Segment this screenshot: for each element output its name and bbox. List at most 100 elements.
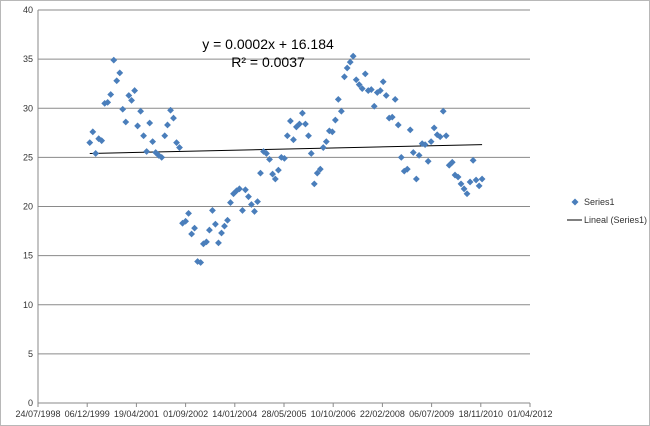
data-point (280, 154, 288, 162)
data-point (263, 150, 270, 157)
data-point (412, 175, 420, 183)
data-point (427, 138, 435, 146)
data-point (394, 121, 402, 129)
data-point (89, 128, 97, 136)
data-point (466, 178, 474, 186)
data-point (310, 180, 318, 188)
data-point (442, 132, 450, 140)
data-point (224, 216, 231, 224)
data-point (119, 105, 127, 113)
data-point (403, 165, 411, 173)
data-point (173, 139, 180, 147)
data-point (107, 91, 115, 98)
data-point (439, 107, 447, 115)
data-point (116, 69, 124, 77)
data-point (215, 239, 222, 247)
data-point (110, 56, 118, 64)
x-tick-label: 19/04/2001 (114, 409, 159, 419)
data-point (343, 64, 351, 72)
data-point (334, 96, 342, 103)
data-point (149, 138, 157, 146)
data-point (370, 102, 378, 110)
data-point (472, 176, 480, 184)
data-point (277, 153, 285, 161)
data-point (143, 148, 151, 155)
data-point (469, 156, 477, 164)
data-point (271, 175, 279, 183)
data-point (454, 173, 462, 181)
data-point (433, 131, 441, 139)
data-point (331, 116, 339, 124)
data-point (358, 85, 366, 92)
data-point (364, 87, 372, 94)
y-tick-label: 35 (23, 54, 33, 64)
legend-marker-series1 (571, 198, 579, 206)
data-point (176, 144, 183, 151)
data-point (361, 70, 369, 78)
data-point (352, 76, 360, 84)
data-point (266, 155, 273, 163)
data-point (415, 152, 423, 159)
data-point (206, 226, 213, 234)
data-point (478, 175, 486, 183)
data-point (322, 138, 330, 146)
data-point (236, 185, 243, 193)
data-point (194, 258, 202, 265)
data-point (101, 99, 109, 107)
data-point (152, 149, 160, 156)
data-point (406, 126, 414, 134)
data-point (167, 106, 174, 114)
y-tick-label: 10 (23, 300, 33, 310)
data-point (346, 58, 354, 66)
data-point (98, 137, 106, 145)
x-tick-label: 06/12/1999 (65, 409, 110, 419)
y-tick-label: 0 (28, 398, 33, 408)
x-tick-label: 28/05/2005 (261, 409, 306, 419)
data-point (227, 199, 234, 206)
data-point (146, 119, 154, 127)
data-point (182, 217, 189, 225)
data-point (397, 153, 405, 161)
y-tick-label: 5 (28, 349, 33, 359)
data-point (170, 114, 177, 122)
data-point (290, 136, 297, 144)
data-point (128, 96, 135, 104)
y-tick-label: 40 (23, 5, 33, 15)
data-point (328, 128, 336, 136)
y-tick-labels: 0 5 10 15 20 25 30 35 40 (23, 5, 33, 408)
data-point (191, 224, 198, 232)
data-point (436, 133, 444, 141)
data-point (409, 149, 417, 156)
data-point (188, 230, 196, 238)
data-point (161, 132, 169, 140)
y-tick-label: 20 (23, 202, 33, 212)
data-point (209, 207, 216, 214)
data-point (245, 193, 252, 201)
data-point (203, 238, 210, 246)
data-point (388, 113, 396, 121)
data-point (185, 209, 192, 217)
data-point (212, 220, 219, 228)
x-tick-label: 22/02/2008 (360, 409, 405, 419)
data-point (319, 144, 327, 151)
data-point (307, 150, 315, 157)
x-tick-label: 01/09/2002 (163, 409, 208, 419)
data-point (269, 170, 276, 178)
data-point (155, 152, 163, 159)
data-point (113, 77, 121, 85)
series1-points (86, 52, 486, 266)
y-tick-label: 15 (23, 251, 33, 261)
data-point (424, 157, 432, 165)
data-point (457, 180, 465, 188)
data-point (382, 92, 390, 99)
data-point (218, 229, 225, 237)
data-point (367, 86, 375, 93)
y-tick-label: 25 (23, 152, 33, 162)
data-point (349, 52, 357, 60)
data-point (248, 201, 255, 208)
data-point (341, 73, 348, 81)
data-point (391, 96, 399, 103)
data-point (302, 120, 309, 128)
